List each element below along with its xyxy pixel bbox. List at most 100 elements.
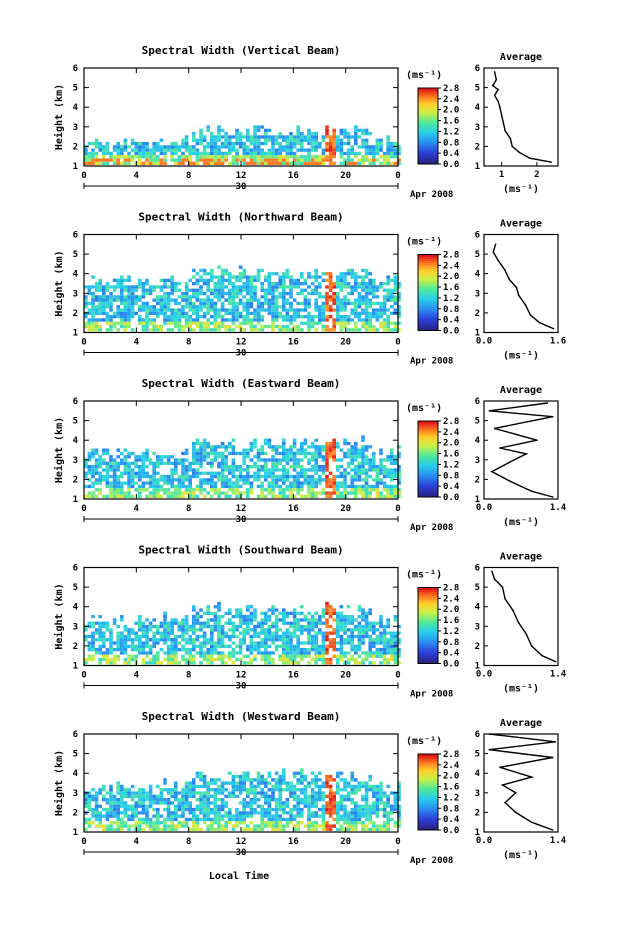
colorbar-swatch (418, 122, 438, 125)
heatmap-cell (181, 161, 185, 165)
heatmap-cell (91, 455, 95, 459)
colorbar-swatch (418, 116, 438, 119)
heatmap-cell (256, 328, 261, 332)
heatmap-cell (336, 301, 340, 306)
heatmap-cell (112, 814, 117, 818)
heatmap-cell (220, 268, 225, 273)
heatmap-cell (242, 158, 246, 162)
heatmap-cell (174, 161, 178, 165)
heatmap-cell (357, 455, 362, 459)
heatmap-cell (116, 657, 120, 662)
y-tick-label: 6 (73, 231, 78, 241)
heatmap-cell (235, 484, 239, 489)
heatmap-cell (127, 471, 131, 475)
heatmap-cell (109, 791, 113, 795)
heatmap-cell (152, 478, 156, 482)
heatmap-cell (152, 491, 156, 495)
heatmap-cell (87, 794, 92, 798)
heatmap-cell (303, 474, 308, 479)
heatmap-cell (166, 628, 171, 632)
heatmap-cell (228, 272, 232, 276)
heatmap-cell (174, 484, 178, 489)
heatmap-cell (285, 824, 290, 828)
heatmap-cell (386, 471, 390, 475)
heatmap-cell (242, 455, 246, 459)
heatmap-cell (274, 644, 279, 648)
heatmap-cell (210, 288, 214, 292)
heatmap-cell (148, 481, 153, 485)
heatmap-cell (321, 458, 326, 462)
colorbar-tick-label: 2.0 (443, 439, 459, 449)
heatmap-cell (292, 618, 297, 622)
heatmap-cell (264, 784, 268, 789)
heatmap-cell (271, 484, 275, 489)
heatmap-cell (357, 461, 362, 465)
heatmap-cell (332, 608, 336, 612)
heatmap-cell (199, 784, 203, 789)
heatmap-cell (84, 798, 88, 802)
heatmap-cell (184, 285, 189, 289)
heatmap-cell (206, 321, 210, 325)
heatmap-cell (184, 282, 189, 286)
heatmap-cell (98, 657, 102, 662)
heatmap-cell (325, 318, 329, 322)
heatmap-cell (134, 811, 138, 815)
profile-point (493, 94, 496, 97)
heatmap-cell (271, 288, 275, 292)
heatmap-cell (206, 798, 210, 802)
heatmap-cell (217, 478, 221, 482)
heatmap-cell (321, 272, 326, 276)
heatmap-cell (310, 478, 315, 482)
heatmap-cell (307, 458, 311, 462)
heatmap-cell (397, 624, 401, 629)
heatmap-cell (303, 478, 308, 482)
heatmap-cell (325, 804, 329, 808)
heatmap-cell (310, 634, 315, 639)
heatmap-cell (202, 272, 207, 276)
heatmap-cell (195, 827, 200, 831)
heatmap-cell (289, 474, 293, 479)
heatmap-cell (199, 441, 203, 446)
heatmap-cell (138, 474, 142, 479)
heatmap-cell (94, 311, 99, 315)
heatmap-cell (109, 308, 113, 312)
heatmap-cell (289, 458, 293, 462)
heatmap-cell (249, 814, 254, 818)
heatmap-cell (292, 151, 297, 156)
heatmap-cell (278, 311, 282, 315)
heatmap-cell (210, 481, 214, 485)
heatmap-cell (116, 807, 120, 812)
heatmap-cell (156, 827, 160, 831)
heatmap-cell (390, 311, 394, 315)
heatmap-cell (112, 661, 117, 665)
heatmap-cell (397, 321, 401, 325)
heatmap-cell (166, 278, 171, 282)
heatmap-cell (350, 135, 354, 139)
heatmap-cell (87, 648, 92, 652)
heatmap-cell (379, 654, 383, 658)
heatmap-cell (278, 821, 282, 825)
heatmap-cell (328, 644, 333, 648)
heatmap-cell (328, 135, 333, 139)
heatmap-cell (127, 481, 131, 485)
heatmap-cell (303, 471, 308, 475)
heatmap-cell (354, 448, 358, 452)
heatmap-cell (231, 621, 236, 625)
heatmap-cell (264, 821, 268, 825)
heatmap-cell (152, 321, 156, 325)
heatmap-cell (195, 148, 200, 152)
heatmap-cell (98, 298, 102, 302)
profile-x-tick-label: 0.0 (476, 503, 492, 513)
heatmap-cell (343, 478, 347, 482)
heatmap-cell (105, 298, 110, 302)
heatmap-cell (148, 458, 153, 462)
heatmap-cell (94, 321, 99, 325)
heatmap-cell (192, 624, 196, 629)
heatmap-cell (102, 634, 106, 639)
heatmap-cell (296, 458, 300, 462)
heatmap-cell (94, 151, 99, 156)
heatmap-cell (192, 615, 196, 619)
date-label: Apr 2008 (410, 190, 453, 200)
heatmap-cell (174, 654, 178, 658)
heatmap-cell (235, 295, 239, 299)
